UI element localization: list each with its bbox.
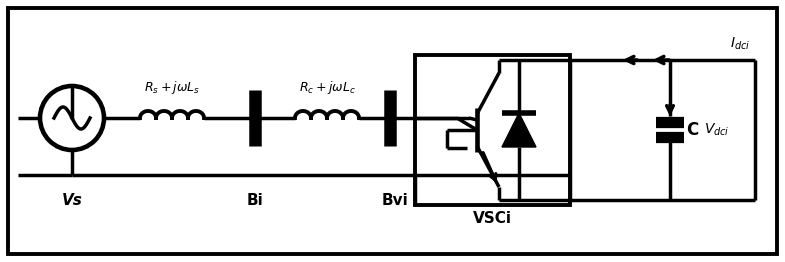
Text: Bi: Bi: [246, 193, 264, 208]
Text: Bvi: Bvi: [382, 193, 408, 208]
Text: $I_{dci}$: $I_{dci}$: [730, 36, 750, 52]
Text: VSCi: VSCi: [473, 211, 512, 226]
Text: $R_s + j\omega L_s$: $R_s + j\omega L_s$: [144, 79, 200, 96]
Text: $R_c + j\omega L_c$: $R_c + j\omega L_c$: [298, 79, 356, 96]
Polygon shape: [502, 113, 536, 147]
Text: Vs: Vs: [61, 193, 82, 208]
Bar: [415, 55, 570, 205]
Text: C: C: [686, 121, 698, 139]
Text: $V_{dci}$: $V_{dci}$: [704, 122, 729, 138]
